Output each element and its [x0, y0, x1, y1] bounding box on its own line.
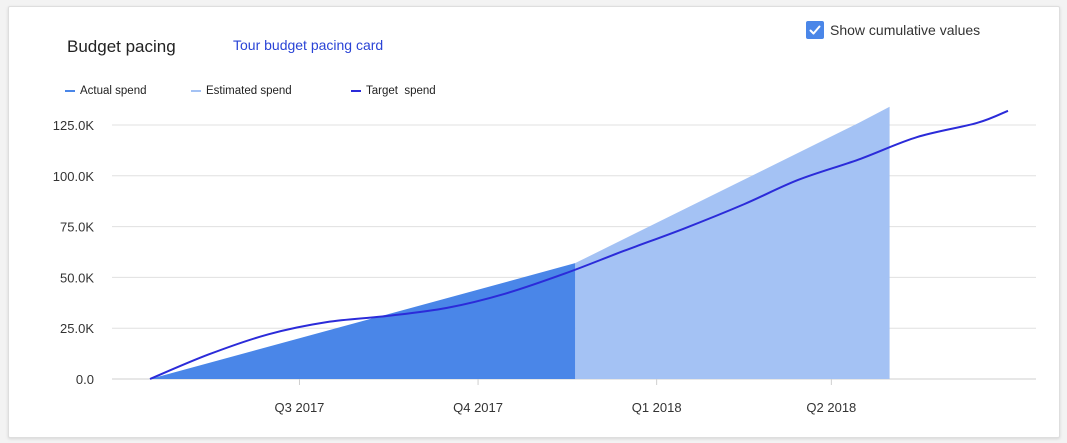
legend-actual-spend: Actual spend: [65, 85, 147, 97]
target-spend-line: [149, 109, 1009, 380]
legend-swatch-actual: [65, 90, 75, 92]
y-tick-label: 100.0K: [53, 169, 95, 184]
tour-budget-pacing-link[interactable]: Tour budget pacing card: [233, 37, 384, 53]
y-tick-label: 25.0K: [60, 321, 94, 336]
checkmark-icon: [809, 25, 821, 35]
actual-spend-area: [150, 263, 576, 379]
line-series: [149, 109, 1009, 380]
legend-label-estimated: Estimated spend: [206, 85, 292, 97]
y-tick-label: 0.0: [76, 372, 94, 387]
legend-estimated-spend: Estimated spend: [191, 85, 292, 97]
area-series: [150, 106, 890, 379]
y-tick-label: 75.0K: [60, 220, 94, 235]
card-title: Budget pacing: [67, 37, 176, 56]
y-axis-labels: 0.0 25.0K 50.0K 75.0K 100.0K 125.0K: [53, 118, 95, 387]
cumulative-label: Show cumulative values: [830, 22, 981, 38]
x-tick-label: Q3 2017: [275, 400, 325, 415]
y-tick-label: 50.0K: [60, 270, 94, 285]
legend-swatch-target: [351, 90, 361, 92]
legend-label-target: Target spend: [366, 85, 436, 97]
x-axis-labels: Q3 2017 Q4 2017 Q1 2018 Q2 2018: [275, 400, 857, 415]
legend-target-spend: Target spend: [351, 85, 436, 97]
x-tick-label: Q2 2018: [806, 400, 856, 415]
estimated-spend-area: [575, 106, 890, 379]
x-tick-label: Q4 2017: [453, 400, 503, 415]
legend-label-actual: Actual spend: [80, 85, 147, 97]
x-tick-label: Q1 2018: [632, 400, 682, 415]
y-tick-label: 125.0K: [53, 118, 95, 133]
cumulative-checkbox[interactable]: [806, 21, 824, 39]
show-cumulative-toggle[interactable]: Show cumulative values: [806, 21, 980, 39]
legend-swatch-estimated: [191, 90, 201, 92]
